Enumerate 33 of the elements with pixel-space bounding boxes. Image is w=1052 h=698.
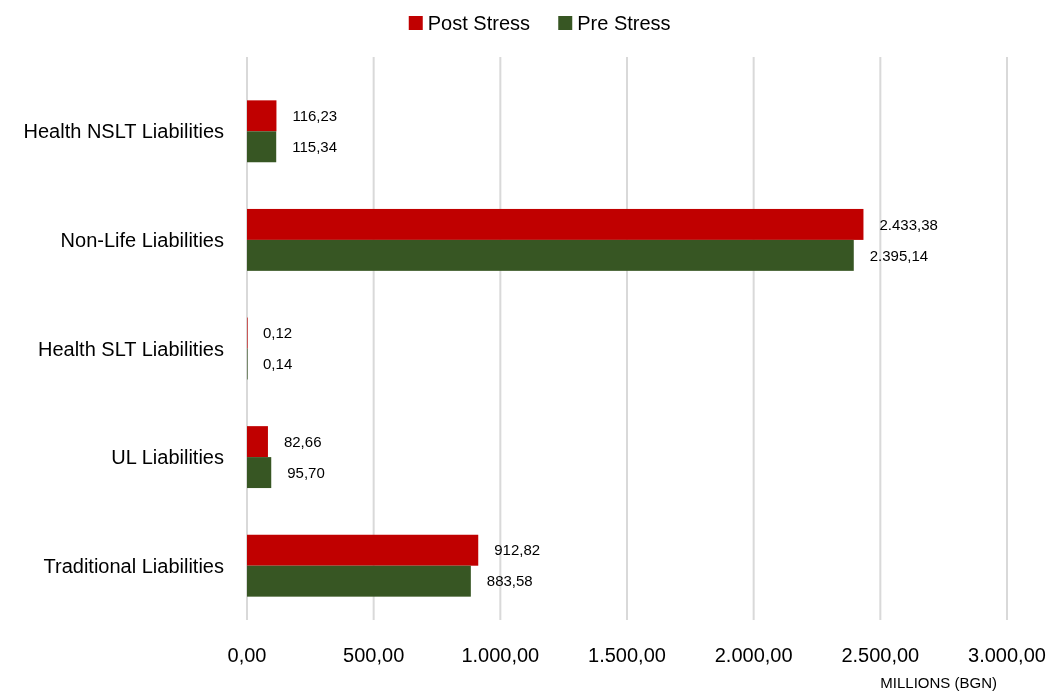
bar xyxy=(247,208,864,240)
data-label: 883,58 xyxy=(486,572,533,590)
data-label: 0,12 xyxy=(263,324,293,342)
bar xyxy=(247,565,471,597)
data-label: 912,82 xyxy=(494,541,541,559)
y-tick-label: Non-Life Liabilities xyxy=(60,228,224,251)
x-tick-label: 0,00 xyxy=(227,644,267,666)
data-label: 115,34 xyxy=(292,138,337,156)
y-tick-label: UL Liabilities xyxy=(111,446,224,469)
data-label: 116,23 xyxy=(292,107,338,125)
y-tick-label: Health SLT Liabilities xyxy=(37,337,224,360)
y-tick-label: Traditional Liabilities xyxy=(43,554,224,577)
data-label: 0,14 xyxy=(263,355,293,373)
x-tick-label: 1.000,00 xyxy=(461,644,540,666)
bar xyxy=(247,457,272,489)
x-tick-label: 1.500,00 xyxy=(588,644,666,666)
legend-label: Post Stress xyxy=(427,12,531,34)
data-label: 2.433,38 xyxy=(879,215,938,233)
y-tick-label: Health NSLT Liabilities xyxy=(23,120,224,143)
bar xyxy=(247,100,277,132)
data-label: 2.395,14 xyxy=(869,246,929,264)
bar xyxy=(247,426,268,458)
x-tick-label: 2.500,00 xyxy=(841,644,920,666)
x-axis-title: MILLIONS (BGN) xyxy=(880,674,997,691)
x-tick-label: 500,00 xyxy=(343,644,405,666)
legend-label: Pre Stress xyxy=(577,12,671,34)
bar xyxy=(247,131,277,163)
data-label: 82,66 xyxy=(283,432,322,450)
data-label: 95,70 xyxy=(287,463,325,481)
x-tick-label: 2.000,00 xyxy=(714,644,793,666)
bar xyxy=(247,239,854,271)
bar xyxy=(247,534,479,566)
x-tick-label: 3.000,00 xyxy=(968,644,1046,666)
